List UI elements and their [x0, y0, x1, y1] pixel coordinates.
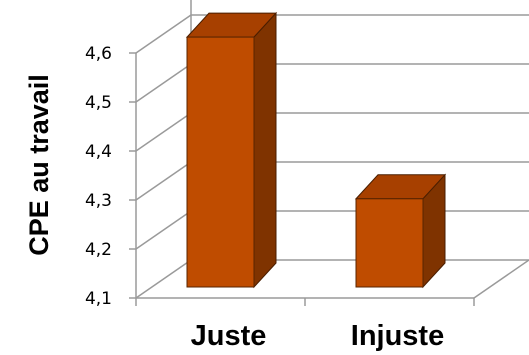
gridline-diagonal [135, 210, 192, 250]
x-category-labels: Juste Injuste [191, 320, 445, 352]
y-tick-label: 4,3 [85, 191, 112, 211]
x-category-label: Injuste [351, 320, 444, 352]
y-tick-label: 4,2 [85, 240, 112, 260]
bar-front-face [186, 36, 255, 288]
bar-injuste [354, 173, 447, 289]
y-tick-labels: 4,1 4,2 4,3 4,4 4,5 4,6 [85, 44, 112, 309]
gridline-diagonal [135, 161, 192, 201]
y-axis-title: CPE au travail [24, 74, 54, 256]
bars [185, 11, 447, 289]
bar-side-face [253, 11, 277, 289]
y-tick-label: 4,4 [85, 142, 112, 162]
floor-edge [473, 259, 529, 299]
gridline-diagonal [135, 14, 192, 54]
bar-front-face [355, 198, 424, 288]
bar-juste [185, 11, 278, 289]
x-category-label: Juste [191, 320, 267, 352]
gridline-diagonal [135, 63, 192, 103]
y-tick-label: 4,5 [85, 93, 112, 113]
gridline-diagonal [135, 112, 192, 152]
y-tick-label: 4,1 [85, 289, 112, 309]
y-tick-label: 4,6 [85, 44, 112, 64]
gridline-diagonal [135, 259, 192, 299]
